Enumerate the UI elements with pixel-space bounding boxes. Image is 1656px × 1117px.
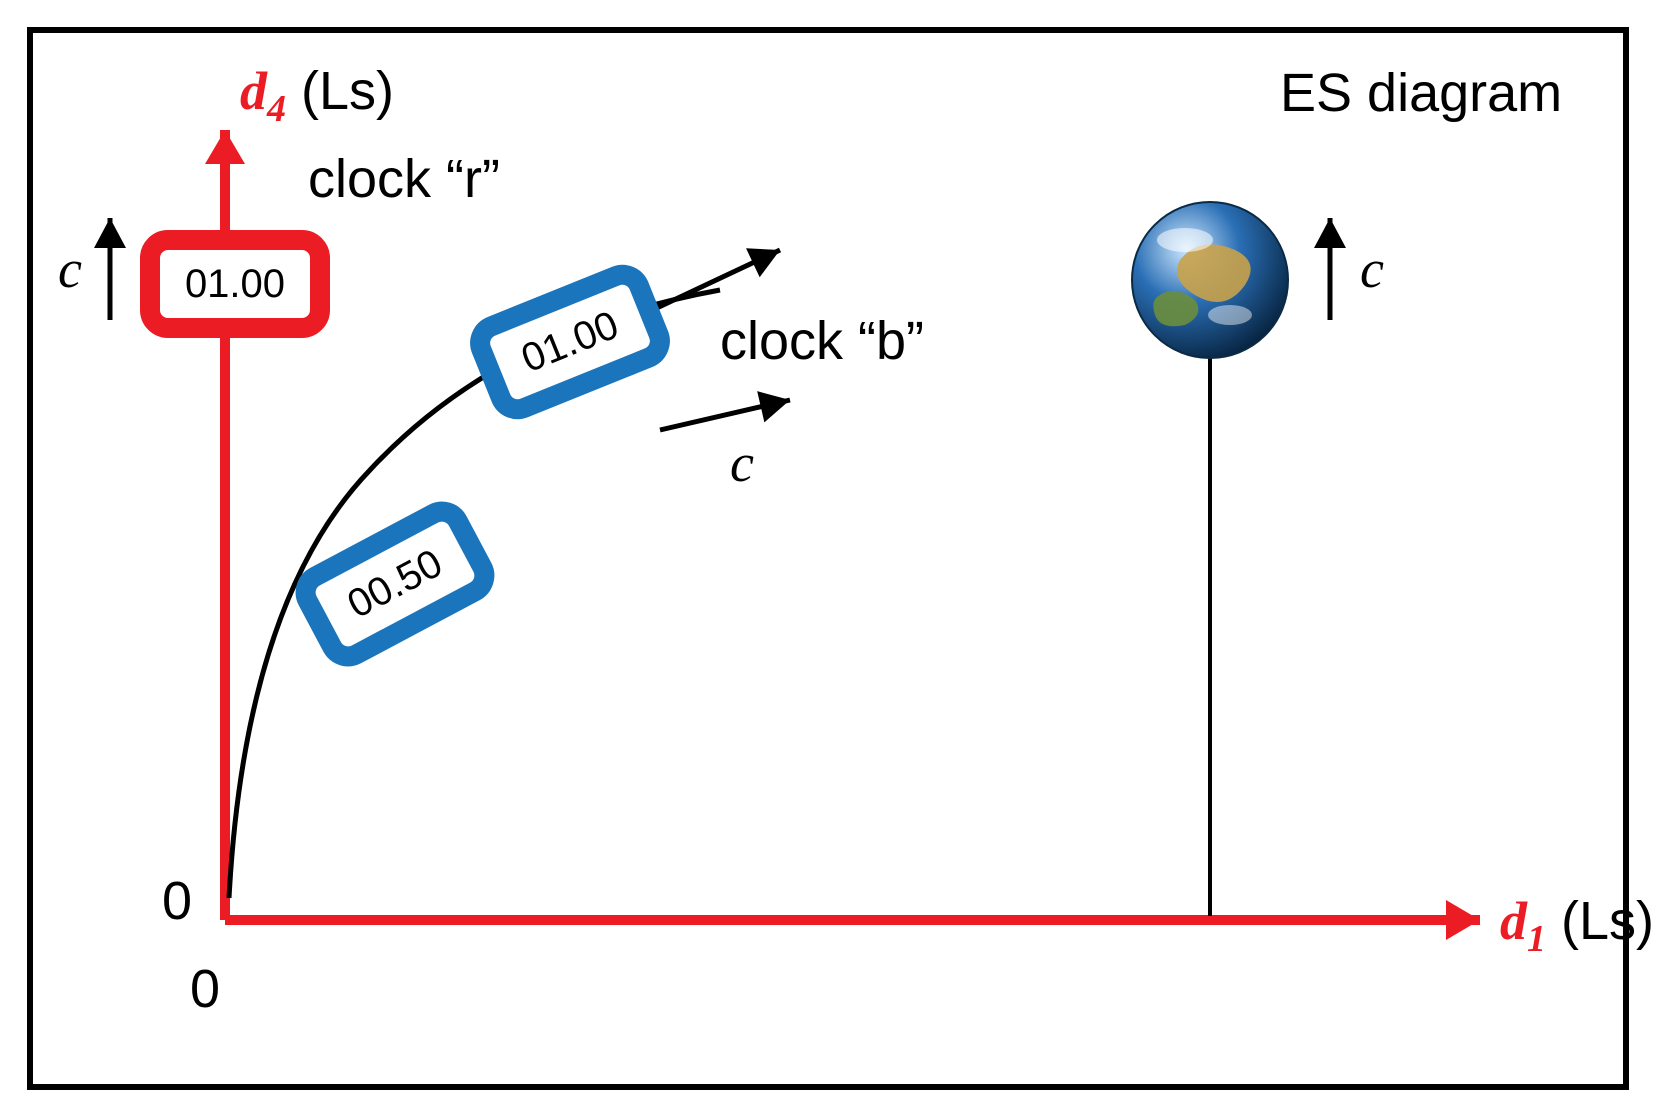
c-label-curve: c — [730, 432, 754, 494]
diagram-title: ES diagram — [1280, 62, 1562, 124]
c-label-earth: c — [1360, 238, 1384, 300]
clock-r: 01.00 — [140, 230, 330, 338]
origin-zero-below: 0 — [190, 958, 220, 1020]
clock-r-label: clock “r” — [308, 148, 500, 210]
clock-b-label: clock “b” — [720, 310, 924, 372]
earth-icon — [1132, 202, 1288, 358]
x-axis-label: d1 (Ls) — [1500, 890, 1654, 961]
origin-zero-left: 0 — [162, 870, 192, 932]
y-axis-label: d4 (Ls) — [240, 60, 394, 131]
c-label-left: c — [58, 238, 82, 300]
